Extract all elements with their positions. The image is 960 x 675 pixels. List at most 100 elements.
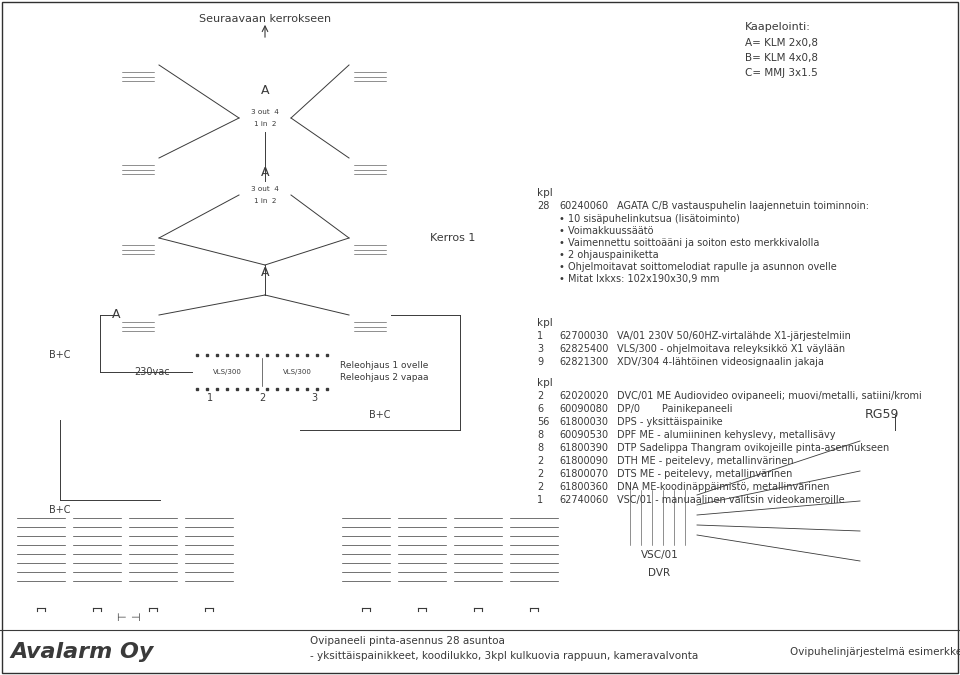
Text: 8: 8 — [537, 430, 543, 440]
Text: Releohjaus 2 vapaa: Releohjaus 2 vapaa — [340, 373, 428, 383]
Text: VLS/300: VLS/300 — [282, 369, 311, 375]
Bar — [452, 510, 504, 605]
Text: kpl: kpl — [537, 318, 553, 328]
Bar — [133, 153, 141, 161]
Text: VA/01 230V 50/60HZ-virtalähde X1-järjestelmiin: VA/01 230V 50/60HZ-virtalähde X1-järjest… — [617, 331, 851, 341]
Bar — [366, 61, 372, 68]
Bar — [143, 61, 151, 68]
Bar — [119, 289, 156, 341]
Bar — [860, 490, 930, 512]
Text: DP/0       Painikepaneeli: DP/0 Painikepaneeli — [617, 404, 732, 414]
Text: B+C: B+C — [49, 350, 71, 360]
Bar — [355, 153, 363, 161]
Text: 61800390: 61800390 — [559, 443, 608, 453]
Text: DVC/01 ME Audiovideo ovipaneeli; muovi/metalli, satiini/kromi: DVC/01 ME Audiovideo ovipaneeli; muovi/m… — [617, 391, 922, 401]
Text: XDV/304 4-lähtöinen videosignaalin jakaja: XDV/304 4-lähtöinen videosignaalin jakaj… — [617, 357, 824, 367]
Text: 56: 56 — [537, 417, 549, 427]
Text: A: A — [261, 165, 269, 178]
Text: C= MMJ 3x1.5: C= MMJ 3x1.5 — [745, 68, 818, 78]
Bar — [396, 510, 448, 605]
Text: 61800070: 61800070 — [559, 469, 608, 479]
Bar — [192, 358, 332, 386]
Text: kpl: kpl — [537, 188, 553, 198]
Bar — [401, 515, 431, 555]
Bar — [354, 292, 386, 307]
Text: Avalarm Oy: Avalarm Oy — [10, 642, 154, 662]
Text: A: A — [261, 84, 269, 97]
Bar — [860, 430, 930, 452]
Text: 1 in  2: 1 in 2 — [253, 198, 276, 204]
Text: RG59: RG59 — [865, 408, 900, 421]
Bar — [119, 132, 156, 184]
Bar — [366, 153, 372, 161]
Text: Kerros 1: Kerros 1 — [430, 233, 475, 243]
Bar — [860, 520, 930, 542]
Bar — [119, 212, 156, 264]
Text: • Mitat lxkxs: 102x190x30,9 mm: • Mitat lxkxs: 102x190x30,9 mm — [559, 274, 719, 284]
Text: VLS/300 - ohjelmoitava releyksikkö X1 väylään: VLS/300 - ohjelmoitava releyksikkö X1 vä… — [617, 344, 845, 354]
Text: 2: 2 — [537, 391, 543, 401]
Bar — [860, 460, 930, 482]
Bar — [366, 310, 372, 318]
Text: 230vac: 230vac — [134, 367, 170, 377]
Bar — [351, 289, 389, 341]
Text: 9: 9 — [537, 357, 543, 367]
Text: DTP Sadelippa Thangram ovikojeille pinta-asennukseen: DTP Sadelippa Thangram ovikojeille pinta… — [617, 443, 889, 453]
Text: Seuraavaan kerrokseen: Seuraavaan kerrokseen — [199, 14, 331, 24]
Text: • Vaimennettu soittoääni ja soiton esto merkkivalolla: • Vaimennettu soittoääni ja soiton esto … — [559, 238, 820, 248]
Bar — [143, 153, 151, 161]
Text: Releohjaus 1 ovelle: Releohjaus 1 ovelle — [340, 362, 428, 371]
Bar — [143, 310, 151, 318]
Text: 61800030: 61800030 — [559, 417, 608, 427]
Text: 61800360: 61800360 — [559, 482, 608, 492]
Text: VSC/01 - manuaalinen valitsin videokameroille: VSC/01 - manuaalinen valitsin videokamer… — [617, 495, 845, 505]
Bar — [355, 61, 363, 68]
Bar — [355, 310, 363, 318]
Text: • 2 ohjauspainiketta: • 2 ohjauspainiketta — [559, 250, 659, 260]
Text: 1: 1 — [537, 331, 543, 341]
Text: 60090530: 60090530 — [559, 430, 608, 440]
Bar — [239, 181, 291, 209]
Bar — [239, 104, 291, 132]
Text: DPF ME - alumiininen kehyslevy, metallisävy: DPF ME - alumiininen kehyslevy, metallis… — [617, 430, 835, 440]
Text: DTH ME - peitelevy, metallinvärinen: DTH ME - peitelevy, metallinvärinen — [617, 456, 794, 466]
Text: Kaapelointi:: Kaapelointi: — [745, 22, 811, 32]
Text: DNA ME-koodinäppäimistö, metallinvärinen: DNA ME-koodinäppäimistö, metallinvärinen — [617, 482, 829, 492]
Text: 62700030: 62700030 — [559, 331, 609, 341]
Text: 2: 2 — [537, 482, 543, 492]
Bar — [375, 153, 383, 161]
Text: kpl: kpl — [537, 378, 553, 388]
Bar — [124, 61, 131, 68]
Text: 2: 2 — [259, 393, 265, 403]
Bar — [366, 234, 372, 241]
Text: 28: 28 — [537, 201, 549, 211]
Text: 62740060: 62740060 — [559, 495, 609, 505]
Text: 60090080: 60090080 — [559, 404, 608, 414]
Bar — [340, 510, 392, 605]
Bar — [375, 310, 383, 318]
Bar — [351, 212, 389, 264]
Text: VSC/01: VSC/01 — [640, 550, 679, 560]
Text: • 10 sisäpuhelinkutsua (lisätoiminto): • 10 sisäpuhelinkutsua (lisätoiminto) — [559, 214, 740, 224]
Text: 62821300: 62821300 — [559, 357, 609, 367]
Bar — [351, 132, 389, 184]
Text: A= KLM 2x0,8: A= KLM 2x0,8 — [745, 38, 818, 48]
Text: A: A — [261, 265, 269, 279]
Bar — [354, 215, 386, 230]
Text: • Voimakkuussäätö: • Voimakkuussäätö — [559, 226, 654, 236]
Text: 62825400: 62825400 — [559, 344, 609, 354]
Text: 1: 1 — [207, 393, 213, 403]
Text: DPS - yksittäispainike: DPS - yksittäispainike — [617, 417, 723, 427]
Bar — [133, 310, 141, 318]
Bar — [127, 510, 179, 605]
Text: 6: 6 — [537, 404, 543, 414]
Text: A: A — [111, 308, 120, 321]
Text: Ovipaneeli pinta-asennus 28 asuntoa: Ovipaneeli pinta-asennus 28 asuntoa — [310, 636, 505, 646]
Bar — [122, 136, 155, 150]
Text: 2: 2 — [537, 456, 543, 466]
Text: 3 out  4: 3 out 4 — [252, 109, 279, 115]
Text: 1: 1 — [537, 495, 543, 505]
Bar — [354, 43, 386, 57]
Text: DVR: DVR — [648, 568, 671, 578]
Bar — [375, 61, 383, 68]
